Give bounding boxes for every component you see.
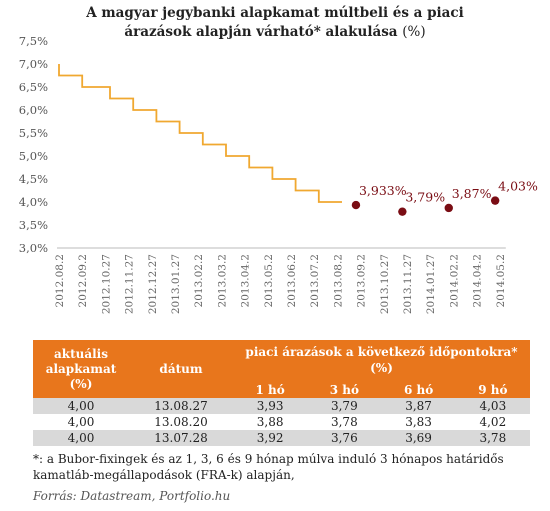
header-date: dátum	[159, 362, 203, 376]
x-tick-label: 2013.02.2	[193, 254, 205, 307]
table-row: 4,00 13.08.20 3,88 3,78 3,83 4,02	[33, 414, 530, 430]
y-tick-label: 5,0%	[19, 149, 48, 163]
cell: 4,03	[455, 398, 530, 414]
x-tick-label: 2012.10.27	[100, 254, 112, 314]
x-tick-label: 2013.08.2	[332, 254, 344, 307]
data-label: 3,79%	[405, 190, 445, 205]
market-pricing-series: 3,933%3,79% 3,87% 4,03%	[351, 179, 538, 216]
x-tick-label: 2013.10.27	[379, 254, 391, 314]
x-tick-label: 2014.02.2	[448, 254, 460, 307]
table-spacer-row	[33, 376, 530, 382]
cell: 3,76	[307, 430, 382, 446]
x-tick-label: 2014.04.2	[472, 254, 484, 307]
x-tick-label: 2013.07.2	[309, 254, 321, 307]
historical-series	[58, 64, 342, 203]
cell: 3,79	[307, 398, 382, 414]
cell: 13.07.28	[129, 430, 233, 446]
source-note: Forrás: Datastream, Portfolio.hu	[33, 489, 231, 503]
chart-title: A magyar jegybanki alapkamat múltbeli és…	[60, 4, 490, 42]
data-label: 3,933%	[359, 183, 407, 198]
cell: 4,02	[455, 414, 530, 430]
subheader-6: 6 hó	[403, 383, 434, 397]
table-row: 4,00 13.07.28 3,92 3,76 3,69 3,78	[33, 430, 530, 446]
subheader-3: 3 hó	[329, 383, 359, 397]
x-tick-label: 2013.01.27	[170, 254, 182, 314]
cell: 3,78	[455, 430, 530, 446]
y-tick-label: 3,0%	[19, 241, 48, 255]
cell: 3,69	[381, 430, 456, 446]
cell: 4,00	[33, 430, 129, 446]
x-tick-label: 2014.01.27	[425, 254, 437, 314]
subheader-1: 1 hó	[255, 383, 285, 397]
y-axis: 3,0% 3,5% 4,0% 4,5% 5,0% 5,5% 6,0% 6,5% 7,0% 7,5%	[19, 34, 48, 255]
market-pricing-point	[490, 196, 500, 205]
header-current-rate: aktuális alapkamat (%)	[45, 346, 117, 391]
rate-chart: 3,0% 3,5% 4,0% 4,5% 5,0% 5,5% 6,0% 6,5% 7,0% 7,5%…	[19, 34, 538, 314]
x-tick-label: 2013.05.2	[263, 254, 275, 307]
pricing-table: aktuális alapkamat (%) dátum piaci árazá…	[33, 340, 530, 446]
x-tick-label: 2014.05.2	[495, 254, 507, 307]
x-tick-label: 2013.09.2	[356, 254, 368, 307]
footnote: *: a Bubor-fixingek és az 1, 3, 6 és 9 h…	[33, 452, 504, 482]
x-tick-label: 2012.08.2	[54, 254, 66, 307]
cell: 3,83	[381, 414, 456, 430]
cell: 3,87	[381, 398, 456, 414]
market-pricing-point	[351, 200, 361, 210]
cell: 13.08.27	[129, 398, 233, 414]
historical-rate-line	[58, 64, 342, 203]
y-tick-label: 7,0%	[19, 57, 48, 71]
x-tick-label: 2013.06.2	[286, 254, 298, 307]
cell: 13.08.20	[129, 414, 233, 430]
chart-title-text: A magyar jegybanki alapkamat múltbeli és…	[86, 5, 464, 40]
header-market-pricing: piaci árazások a következő időpontokra* …	[245, 345, 518, 375]
cell: 3,88	[233, 414, 308, 430]
cell: 4,00	[33, 414, 129, 430]
x-tick-label: 2013.04.2	[240, 254, 252, 307]
y-tick-label: 6,5%	[19, 80, 48, 94]
x-tick-label: 2012.12.27	[147, 254, 159, 314]
x-axis: 2012.08.2 2012.09.2 2012.10.27 2012.11.27 20…	[54, 247, 507, 314]
y-tick-label: 5,5%	[19, 126, 48, 140]
cell: 3,92	[233, 430, 308, 446]
x-tick-label: 2013.11.27	[402, 254, 414, 314]
subheader-9: 9 hó	[478, 383, 508, 397]
y-tick-label: 3,5%	[19, 218, 48, 232]
x-tick-label: 2012.11.27	[124, 254, 136, 314]
y-tick-label: 4,0%	[19, 195, 48, 209]
market-pricing-point	[398, 207, 407, 216]
chart-title-unit: (%)	[402, 24, 426, 40]
y-tick-label: 4,5%	[19, 172, 48, 186]
table-row: 4,00 13.08.27 3,93 3,79 3,87 4,03	[33, 398, 530, 414]
market-pricing-point	[444, 203, 453, 213]
x-tick-label: 2012.09.2	[77, 254, 89, 307]
cell: 4,00	[33, 398, 129, 414]
cell: 3,78	[307, 414, 382, 430]
table-header-row: aktuális alapkamat (%) dátum piaci árazá…	[33, 340, 530, 391]
cell: 3,93	[233, 398, 308, 414]
data-label: 3,87%	[452, 186, 492, 201]
data-label: 4,03%	[498, 179, 538, 194]
y-tick-label: 7,5%	[19, 34, 48, 48]
y-tick-label: 6,0%	[19, 103, 48, 117]
x-tick-label: 2013.03.2	[216, 254, 228, 307]
